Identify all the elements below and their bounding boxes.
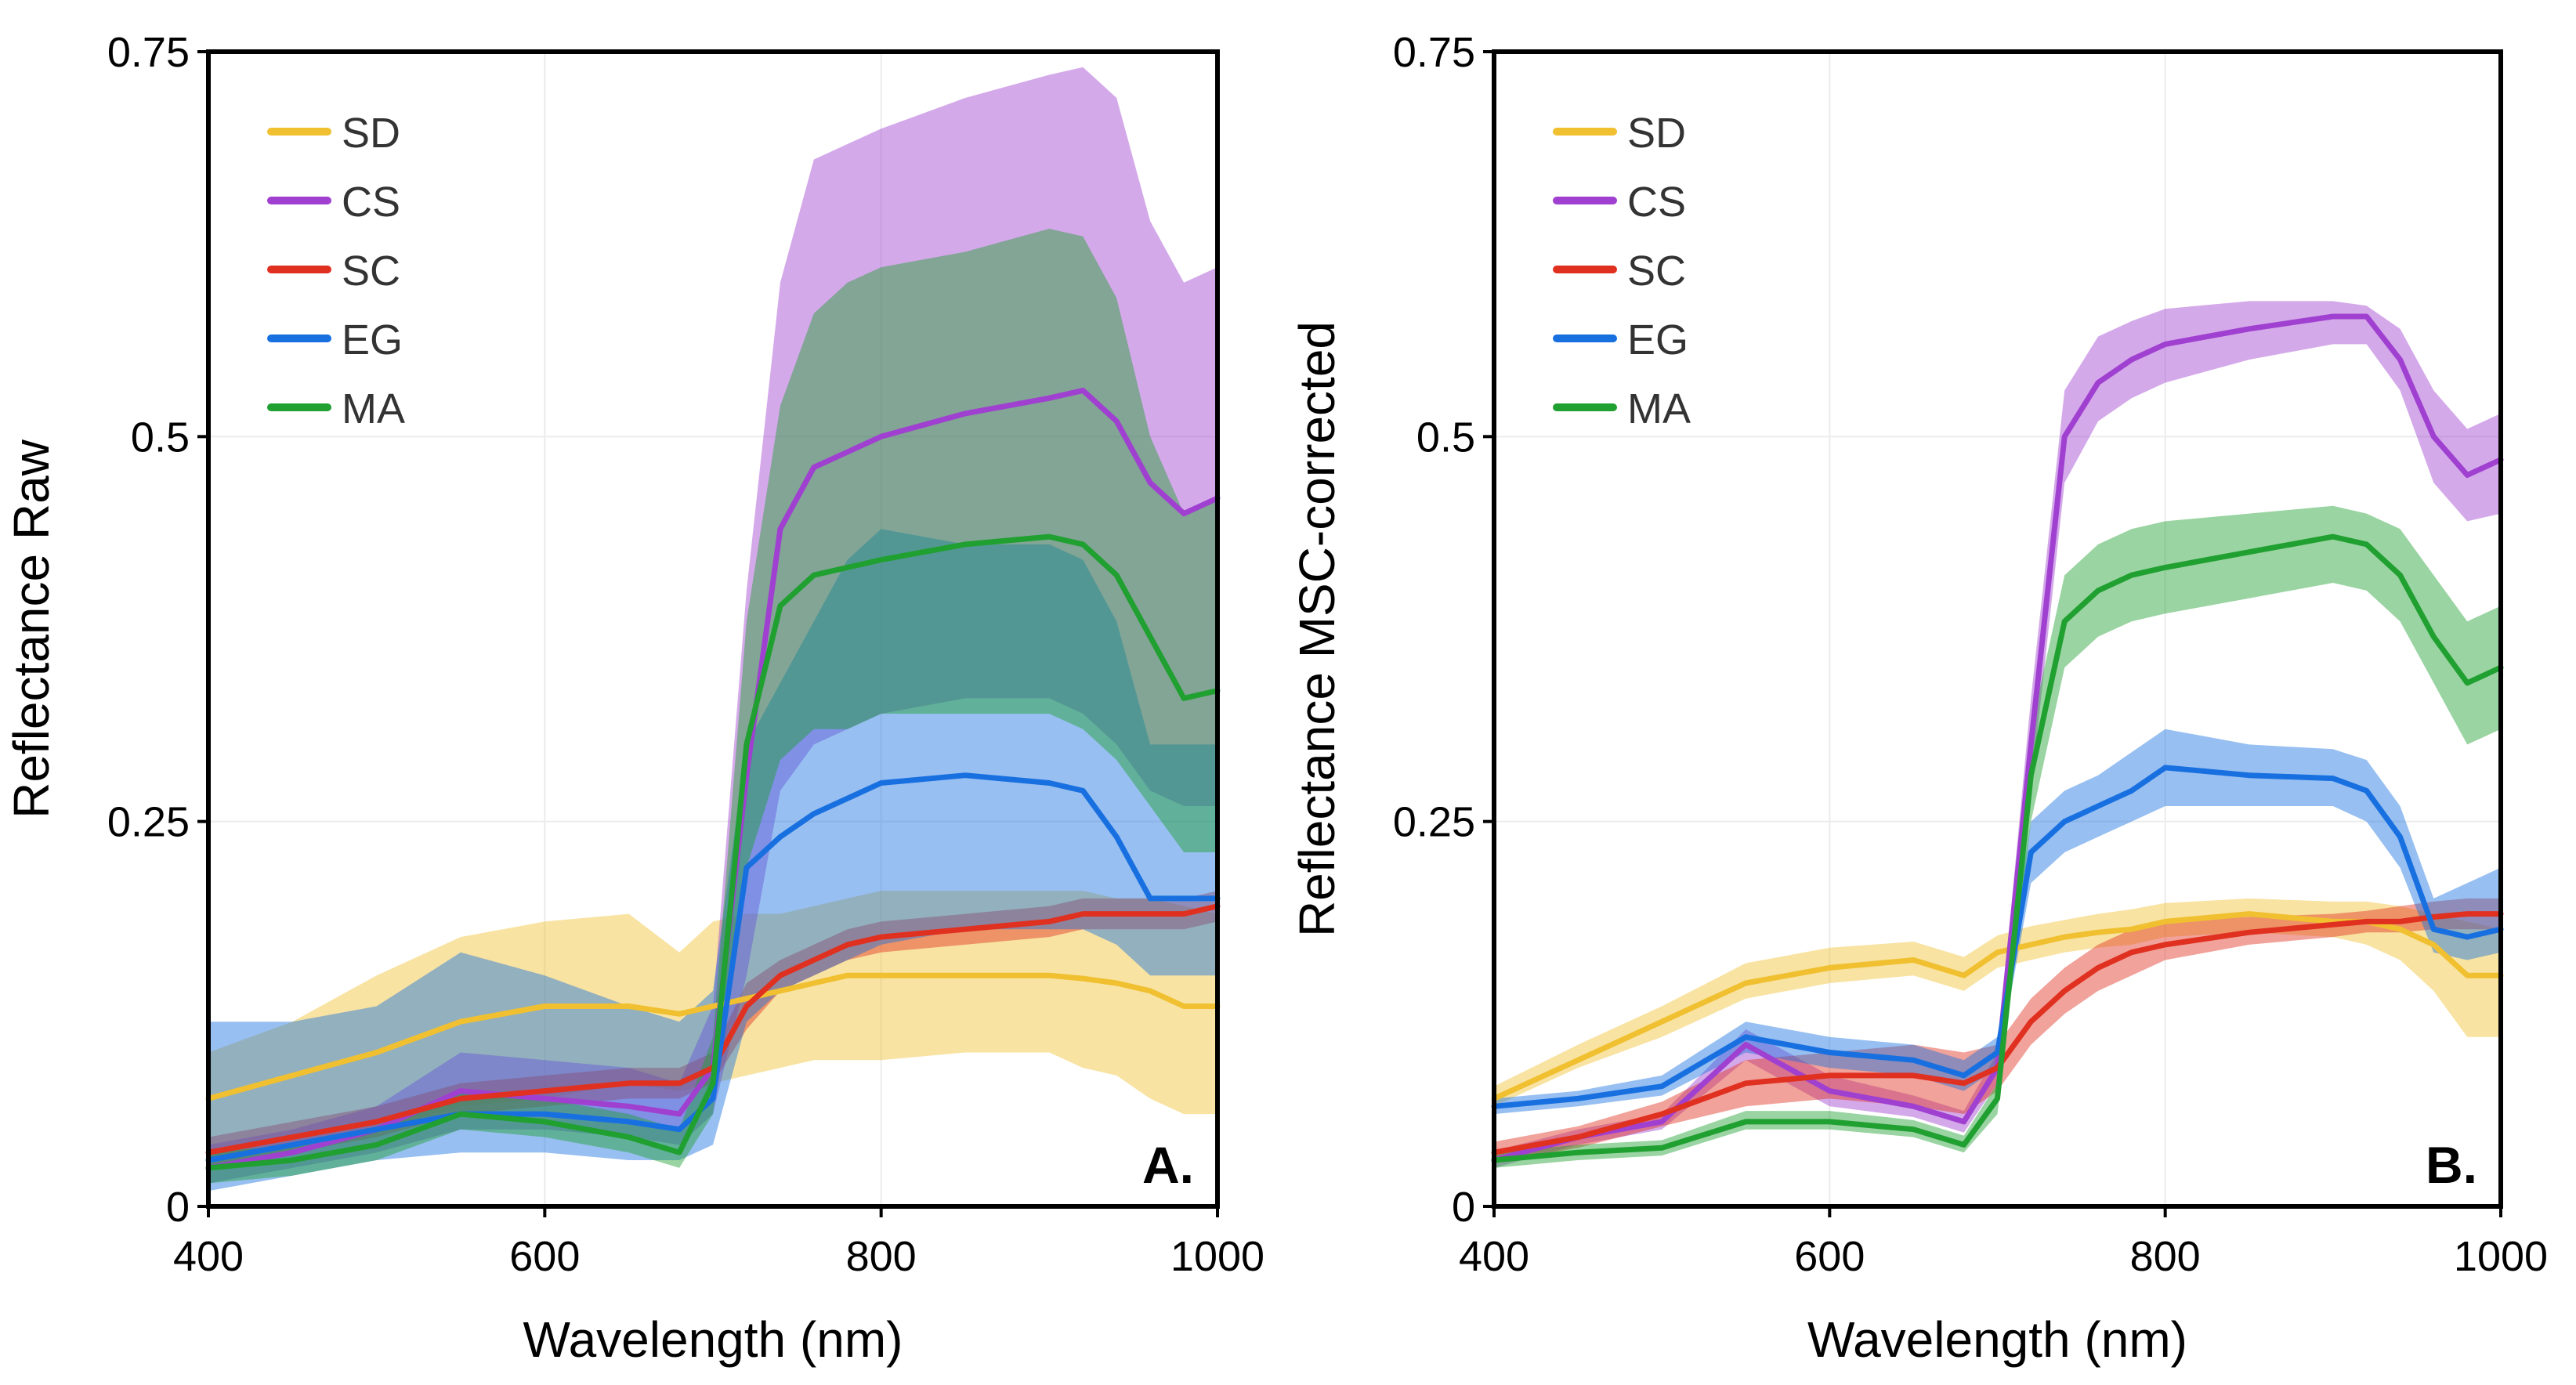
series-line-ma: [205, 533, 1221, 1171]
legend-label-sc: SC: [1627, 248, 1686, 295]
x-axis-label: Wavelength (nm): [523, 1311, 903, 1368]
series-line-sd: [1491, 911, 2504, 1101]
axes-frame: [206, 49, 1220, 1209]
x-tick-label: 600: [1794, 1233, 1865, 1280]
series-line-sc: [1491, 911, 2504, 1155]
axes-frame: [1492, 49, 2503, 1209]
y-axis-label: Reflectance MSC-corrected: [1289, 321, 1345, 937]
y-axis-label: Reflectance Raw: [3, 439, 60, 819]
y-tick-label: 0.5: [1416, 414, 1475, 461]
series-line-sd: [205, 972, 1221, 1101]
x-tick-label: 400: [173, 1233, 244, 1280]
panel-label: B.: [2426, 1136, 2477, 1194]
chart-panel-b: 400 600 800 1000 0 0.25 0.5 0.75 Wavelength (nm)…: [1289, 29, 2548, 1368]
y-tick-label: 0.5: [131, 414, 190, 461]
legend-label-ma: MA: [1627, 385, 1691, 432]
x-tick-label: 400: [1459, 1233, 1529, 1280]
y-tick-label: 0.75: [1393, 29, 1475, 76]
band-cs: [1494, 301, 2501, 1168]
series-line-cs: [205, 387, 1221, 1171]
series-line-cs: [1491, 313, 2504, 1163]
y-tick-label: 0.75: [107, 29, 190, 76]
legend-label-sd: SD: [1627, 110, 1686, 157]
chart-panel-a: 400 600 800 1000 0 0.25 0.5 0.75 Wavelength (nm)…: [3, 29, 1264, 1368]
series-line-eg: [1491, 765, 2504, 1109]
x-tick-label: 600: [509, 1233, 580, 1280]
series-line-sc: [205, 903, 1221, 1155]
legend-label-cs: CS: [342, 179, 400, 226]
x-tick-label: 800: [846, 1233, 917, 1280]
y-tick-label: 0.25: [1393, 799, 1475, 846]
x-axis-label: Wavelength (nm): [1807, 1311, 2187, 1368]
legend-label-cs: CS: [1627, 179, 1686, 226]
legend-label-ma: MA: [342, 385, 405, 432]
x-tick-label: 1000: [2454, 1233, 2548, 1280]
y-tick-label: 0: [166, 1184, 190, 1231]
y-tick-label: 0: [1452, 1184, 1475, 1231]
legend-label-eg: EG: [1627, 316, 1688, 363]
x-tick-label: 800: [2130, 1233, 2201, 1280]
legend-label-sc: SC: [342, 248, 400, 295]
band-eg: [208, 529, 1217, 1192]
y-tick-label: 0.25: [107, 799, 190, 846]
band-cs: [208, 67, 1217, 1184]
band-ma: [208, 229, 1217, 1184]
x-tick-label: 1000: [1170, 1233, 1264, 1280]
legend-label-eg: EG: [342, 316, 403, 363]
band-sc: [1494, 898, 2501, 1163]
legend-label-sd: SD: [342, 110, 400, 157]
legend: SD CS SC EG MA: [267, 110, 405, 432]
legend: SD CS SC EG MA: [1553, 110, 1691, 432]
panel-label: A.: [1142, 1136, 1194, 1194]
series-line-ma: [1491, 533, 2504, 1163]
